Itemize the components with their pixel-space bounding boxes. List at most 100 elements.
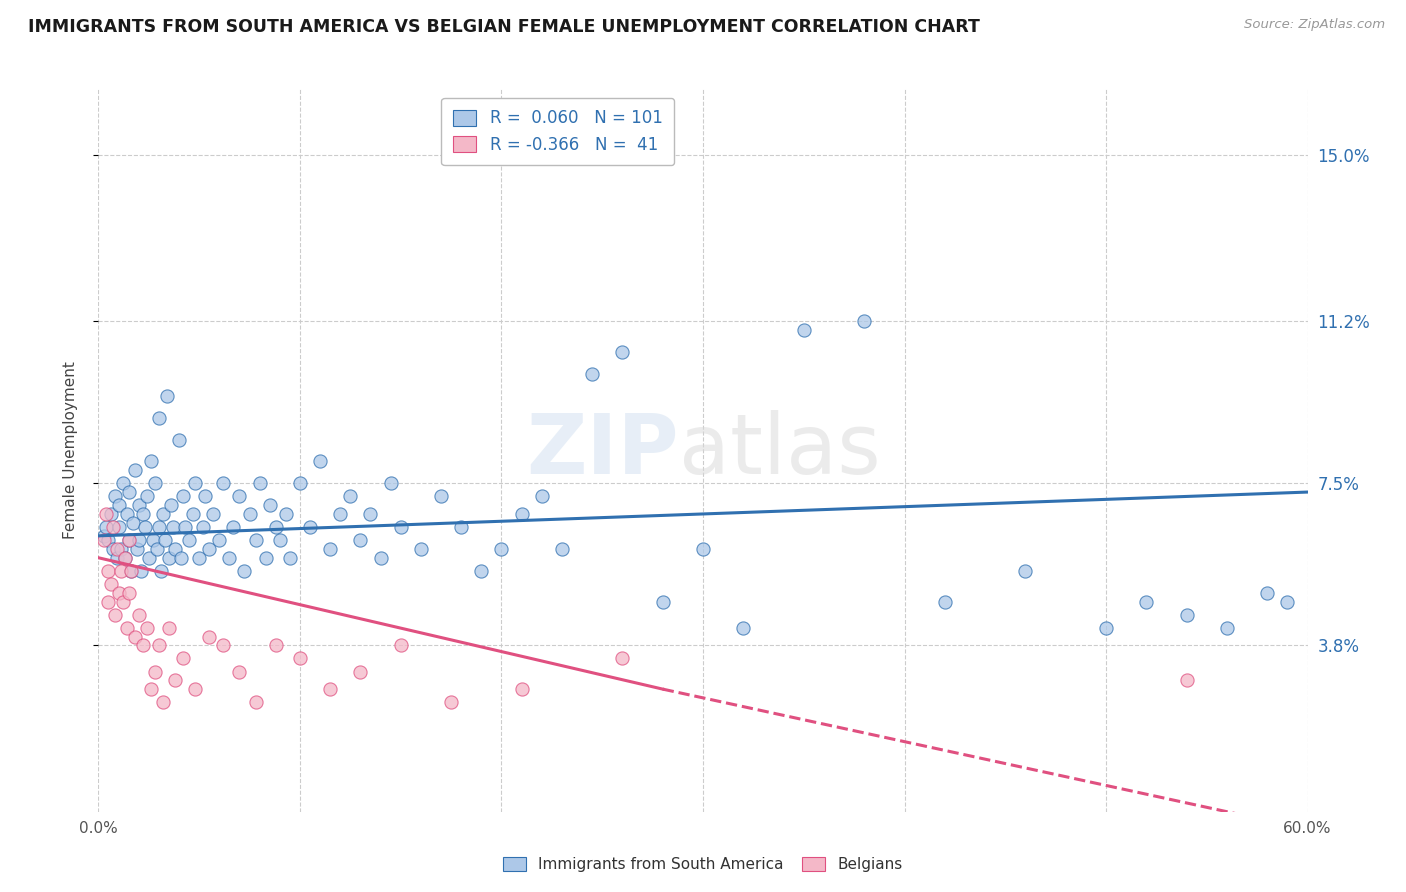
- Point: [128, 533, 150, 548]
- Point: [120, 564, 142, 578]
- Point: [157, 621, 180, 635]
- Point: [111, 594, 134, 608]
- Point: [934, 594, 956, 608]
- Point: [264, 520, 287, 534]
- Point: [450, 520, 472, 534]
- Point: [612, 651, 634, 665]
- Point: [181, 507, 204, 521]
- Point: [202, 507, 225, 521]
- Point: [110, 541, 132, 556]
- Point: [274, 507, 297, 521]
- Point: [152, 695, 174, 709]
- Point: [198, 541, 221, 556]
- Point: [125, 541, 148, 556]
- Point: [142, 533, 165, 548]
- Point: [409, 541, 432, 556]
- Point: [349, 533, 371, 548]
- Text: Source: ZipAtlas.com: Source: ZipAtlas.com: [1244, 18, 1385, 31]
- Point: [135, 490, 157, 504]
- Point: [1216, 621, 1239, 635]
- Point: [100, 507, 122, 521]
- Point: [97, 533, 120, 548]
- Point: [105, 550, 128, 565]
- Point: [254, 550, 277, 565]
- Point: [370, 550, 392, 565]
- Point: [184, 476, 207, 491]
- Point: [129, 564, 152, 578]
- Point: [139, 682, 162, 697]
- Text: IMMIGRANTS FROM SOUTH AMERICA VS BELGIAN FEMALE UNEMPLOYMENT CORRELATION CHART: IMMIGRANTS FROM SOUTH AMERICA VS BELGIAN…: [28, 18, 980, 36]
- Point: [114, 550, 136, 565]
- Point: [692, 541, 714, 556]
- Point: [510, 507, 533, 521]
- Point: [121, 516, 143, 530]
- Point: [339, 490, 361, 504]
- Point: [148, 638, 170, 652]
- Point: [148, 520, 170, 534]
- Point: [174, 520, 197, 534]
- Point: [360, 507, 382, 521]
- Point: [93, 529, 115, 543]
- Point: [156, 389, 179, 403]
- Point: [107, 520, 129, 534]
- Point: [101, 541, 124, 556]
- Point: [430, 490, 453, 504]
- Point: [107, 586, 129, 600]
- Point: [793, 323, 815, 337]
- Point: [212, 476, 235, 491]
- Point: [1135, 594, 1157, 608]
- Point: [389, 638, 412, 652]
- Point: [152, 507, 174, 521]
- Point: [128, 498, 150, 512]
- Point: [581, 367, 603, 381]
- Point: [114, 550, 136, 565]
- Point: [111, 476, 134, 491]
- Point: [124, 463, 146, 477]
- Point: [184, 682, 207, 697]
- Point: [172, 490, 194, 504]
- Point: [170, 550, 193, 565]
- Point: [100, 577, 122, 591]
- Point: [97, 594, 120, 608]
- Point: [148, 410, 170, 425]
- Point: [93, 533, 115, 548]
- Point: [470, 564, 492, 578]
- Point: [139, 454, 162, 468]
- Legend: Immigrants from South America, Belgians: Immigrants from South America, Belgians: [496, 849, 910, 880]
- Point: [153, 533, 176, 548]
- Text: ZIP: ZIP: [526, 410, 679, 491]
- Point: [288, 476, 311, 491]
- Point: [134, 520, 156, 534]
- Point: [132, 507, 155, 521]
- Point: [162, 520, 184, 534]
- Point: [612, 345, 634, 359]
- Point: [1014, 564, 1036, 578]
- Point: [135, 621, 157, 635]
- Point: [510, 682, 533, 697]
- Point: [1175, 673, 1198, 688]
- Point: [1095, 621, 1118, 635]
- Point: [440, 695, 463, 709]
- Point: [733, 621, 755, 635]
- Point: [228, 665, 250, 679]
- Point: [319, 682, 342, 697]
- Point: [132, 638, 155, 652]
- Point: [149, 564, 172, 578]
- Point: [115, 621, 138, 635]
- Point: [1175, 607, 1198, 622]
- Point: [299, 520, 322, 534]
- Point: [128, 607, 150, 622]
- Point: [96, 520, 118, 534]
- Point: [194, 490, 217, 504]
- Point: [212, 638, 235, 652]
- Legend: R =  0.060   N = 101, R = -0.366   N =  41: R = 0.060 N = 101, R = -0.366 N = 41: [441, 97, 675, 165]
- Point: [389, 520, 412, 534]
- Point: [97, 564, 120, 578]
- Point: [167, 433, 190, 447]
- Point: [249, 476, 271, 491]
- Point: [107, 498, 129, 512]
- Point: [349, 665, 371, 679]
- Y-axis label: Female Unemployment: Female Unemployment: [63, 361, 77, 540]
- Point: [551, 541, 574, 556]
- Point: [222, 520, 245, 534]
